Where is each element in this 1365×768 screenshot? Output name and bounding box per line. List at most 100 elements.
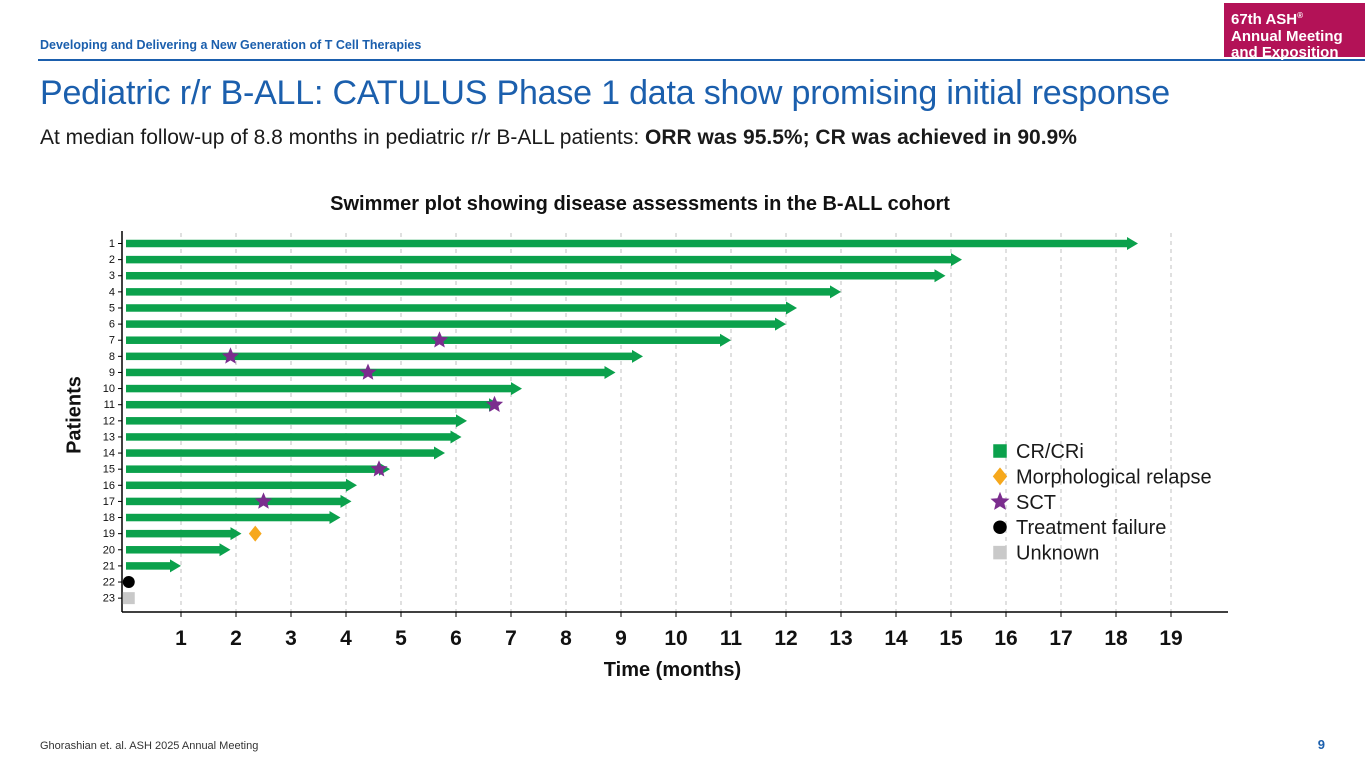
- x-tick-label: 6: [450, 627, 462, 650]
- y-tick-label: 20: [103, 544, 115, 556]
- sct-marker: [221, 347, 240, 364]
- x-tick-label: 9: [615, 627, 627, 650]
- patient-bar-arrow: [632, 349, 643, 363]
- y-tick-label: 14: [103, 448, 115, 460]
- patient-bar: [126, 271, 936, 280]
- patient-bar-arrow: [346, 478, 357, 492]
- legend-label: Treatment failure: [1016, 517, 1166, 539]
- x-tick-label: 10: [664, 627, 687, 650]
- legend-label: Unknown: [1016, 543, 1099, 565]
- y-tick-label: 9: [109, 367, 115, 379]
- patient-bar: [126, 417, 457, 425]
- patient-bar-arrow: [329, 511, 341, 525]
- patient-bar-arrow: [230, 527, 242, 541]
- sct-marker: [254, 492, 273, 509]
- x-tick-label: 3: [285, 627, 297, 650]
- legend-marker-2: [990, 491, 1010, 510]
- patient-bar-arrow: [450, 430, 462, 444]
- header-eyebrow: Developing and Delivering a New Generati…: [40, 38, 422, 52]
- y-tick-label: 18: [103, 512, 115, 524]
- legend-marker-0: [993, 444, 1007, 458]
- y-tick-label: 3: [109, 270, 115, 282]
- relapse-marker: [248, 525, 262, 542]
- patient-bar: [126, 352, 633, 361]
- y-tick-label: 5: [109, 302, 115, 314]
- page-subtitle: At median follow-up of 8.8 months in ped…: [40, 126, 1077, 150]
- y-tick-label: 19: [103, 528, 115, 540]
- patient-bar-arrow: [456, 414, 467, 428]
- patient-bar: [126, 288, 831, 296]
- x-tick-label: 14: [884, 627, 908, 650]
- patient-bar-arrow: [434, 446, 445, 460]
- sct-marker: [359, 363, 377, 380]
- sct-marker: [430, 331, 449, 348]
- ash-logo-line3: and Exposition: [1231, 44, 1339, 61]
- patient-bar-arrow: [951, 253, 962, 267]
- treatment_failure-marker: [122, 576, 135, 589]
- patient-bar: [126, 384, 512, 393]
- x-tick-label: 18: [1104, 627, 1128, 650]
- y-tick-label: 6: [109, 319, 115, 331]
- patient-bar-arrow: [934, 269, 946, 283]
- x-tick-label: 15: [939, 627, 963, 650]
- ash-logo-line1: 67th ASH®: [1231, 11, 1304, 28]
- y-tick-label: 8: [109, 351, 115, 363]
- legend-label: SCT: [1016, 492, 1056, 514]
- y-axis-label: Patients: [63, 376, 86, 454]
- patient-bar: [126, 449, 435, 457]
- y-tick-label: 23: [103, 593, 115, 605]
- legend-marker-4: [993, 545, 1007, 560]
- legend-label: Morphological relapse: [1016, 466, 1212, 488]
- patient-bar-arrow: [219, 543, 231, 557]
- x-tick-label: 13: [829, 627, 852, 650]
- y-tick-label: 2: [109, 254, 115, 266]
- x-tick-label: 16: [994, 627, 1017, 650]
- patient-bar-arrow: [170, 559, 181, 573]
- legend-marker-3: [993, 520, 1007, 534]
- patient-bar-arrow: [720, 333, 731, 347]
- x-axis-label: Time (months): [603, 659, 742, 681]
- y-tick-label: 7: [109, 335, 115, 347]
- patient-bar-arrow: [1127, 237, 1138, 250]
- y-tick-label: 11: [104, 399, 115, 411]
- patient-bar: [126, 239, 1128, 248]
- x-tick-label: 8: [560, 627, 572, 650]
- y-tick-label: 21: [103, 560, 115, 572]
- patient-bar: [126, 529, 232, 538]
- y-tick-label: 22: [103, 577, 115, 589]
- y-tick-label: 17: [103, 496, 115, 508]
- registered-mark: ®: [1297, 11, 1304, 20]
- patient-bar-arrow: [340, 494, 352, 508]
- patient-bar: [126, 513, 331, 522]
- patient-bar: [126, 336, 721, 344]
- x-tick-label: 7: [505, 627, 517, 650]
- patient-bar: [126, 255, 952, 264]
- patient-bar: [126, 546, 221, 554]
- patient-bar-arrow: [775, 317, 786, 331]
- unknown-marker: [122, 592, 135, 605]
- x-tick-label: 4: [340, 627, 352, 650]
- chart-title: Swimmer plot showing disease assessments…: [330, 193, 950, 215]
- y-tick-label: 10: [103, 383, 115, 395]
- y-tick-label: 15: [103, 464, 115, 476]
- x-tick-label: 5: [395, 627, 407, 650]
- patient-bar: [126, 562, 171, 570]
- y-tick-label: 16: [103, 480, 115, 492]
- patient-bar-arrow: [511, 382, 522, 396]
- x-tick-label: 12: [774, 627, 797, 650]
- patient-bar: [126, 481, 347, 490]
- patient-bar: [126, 433, 452, 441]
- patient-bar: [126, 320, 776, 328]
- patient-bar-arrow: [786, 301, 797, 315]
- patient-bar-arrow: [830, 285, 841, 299]
- y-tick-label: 1: [109, 238, 115, 250]
- legend-marker-1: [992, 467, 1008, 486]
- page-number: 9: [1317, 737, 1325, 752]
- x-tick-label: 1: [175, 627, 187, 650]
- patient-bar: [126, 497, 342, 506]
- x-tick-label: 19: [1159, 627, 1182, 650]
- y-tick-label: 4: [109, 286, 115, 298]
- patient-bar-arrow: [604, 365, 616, 379]
- y-tick-label: 13: [103, 431, 115, 443]
